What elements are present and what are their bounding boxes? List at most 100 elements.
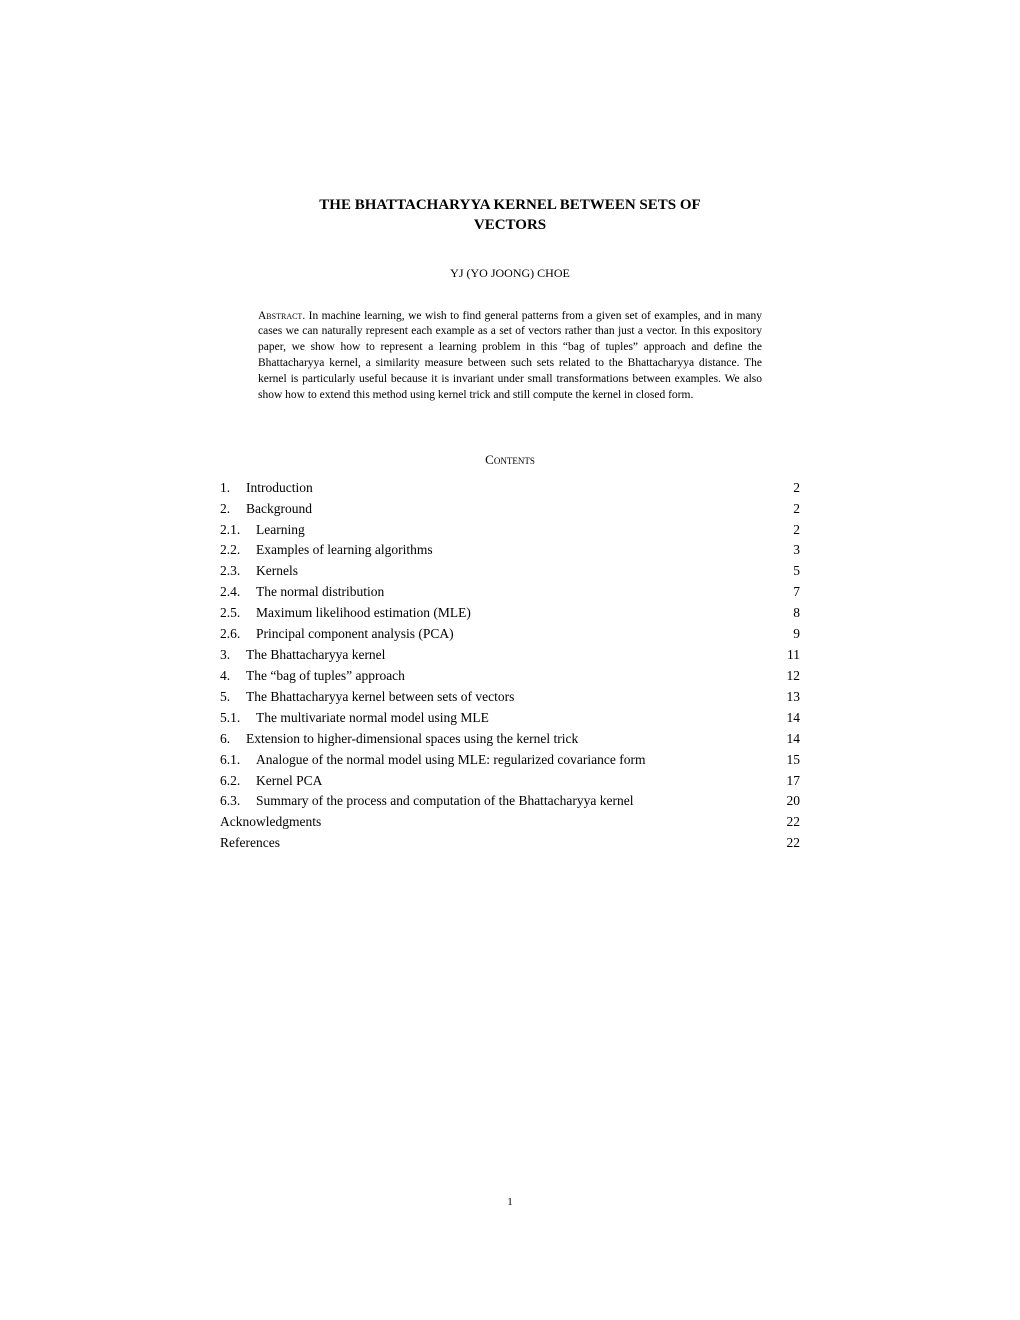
toc-entry-title: Maximum likelihood estimation (MLE) <box>256 603 471 624</box>
author-name: YJ (YO JOONG) CHOE <box>220 266 800 281</box>
toc-entry-left: 2.2.Examples of learning algorithms <box>220 540 433 561</box>
toc-entry-title: The “bag of tuples” approach <box>246 666 405 687</box>
toc-entry-page: 15 <box>779 750 801 771</box>
toc-entry-number: 2.3. <box>220 561 256 582</box>
table-of-contents: 1.Introduction22.Background22.1.Learning… <box>220 478 800 855</box>
toc-entry-number: 6. <box>220 729 246 750</box>
toc-row: 6.2.Kernel PCA 17 <box>220 771 800 792</box>
toc-entry-number: 2.6. <box>220 624 256 645</box>
toc-entry-page: 2 <box>785 499 800 520</box>
toc-entry-title: Examples of learning algorithms <box>256 540 433 561</box>
toc-row: References 22 <box>220 833 800 854</box>
toc-entry-page: 3 <box>785 540 800 561</box>
toc-entry-left: 2.1.Learning <box>220 520 305 541</box>
toc-entry-page: 2 <box>785 520 800 541</box>
page-number: 1 <box>0 1196 1020 1208</box>
toc-row: 6.1.Analogue of the normal model using M… <box>220 750 800 771</box>
toc-row: 3.The Bhattacharyya kernel 11 <box>220 645 800 666</box>
toc-entry-left: 6.3.Summary of the process and computati… <box>220 791 634 812</box>
toc-entry-title: The normal distribution <box>256 582 384 603</box>
toc-entry-title: Kernel PCA <box>256 771 322 792</box>
toc-entry-left: 2.6.Principal component analysis (PCA) <box>220 624 454 645</box>
title-line-1: THE BHATTACHARYYA KERNEL BETWEEN SETS OF <box>220 195 800 215</box>
toc-entry-left: 2.4.The normal distribution <box>220 582 384 603</box>
toc-entry-left: 2.Background <box>220 499 312 520</box>
abstract-body: In machine learning, we wish to find gen… <box>258 310 762 401</box>
toc-entry-left: 3.The Bhattacharyya kernel <box>220 645 385 666</box>
toc-entry-page: 22 <box>779 812 801 833</box>
toc-entry-title: Introduction <box>246 478 313 499</box>
contents-heading: Contents <box>220 452 800 468</box>
toc-entry-number: 2. <box>220 499 246 520</box>
toc-entry-title: The multivariate normal model using MLE <box>256 708 489 729</box>
toc-entry-page: 13 <box>779 687 801 708</box>
toc-row: 5.The Bhattacharyya kernel between sets … <box>220 687 800 708</box>
toc-entry-title: The Bhattacharyya kernel <box>246 645 385 666</box>
toc-entry-page: 12 <box>779 666 801 687</box>
toc-row: Acknowledgments 22 <box>220 812 800 833</box>
toc-entry-left: References <box>220 833 280 854</box>
toc-entry-title: References <box>220 833 280 854</box>
toc-row: 2.3.Kernels 5 <box>220 561 800 582</box>
toc-entry-page: 2 <box>785 478 800 499</box>
toc-entry-left: 5.1.The multivariate normal model using … <box>220 708 489 729</box>
toc-entry-left: 6.2.Kernel PCA <box>220 771 322 792</box>
toc-entry-page: 7 <box>785 582 800 603</box>
toc-row: 2.2.Examples of learning algorithms 3 <box>220 540 800 561</box>
toc-row: 2.4.The normal distribution 7 <box>220 582 800 603</box>
toc-entry-page: 17 <box>779 771 801 792</box>
toc-row: 2.6.Principal component analysis (PCA) 9 <box>220 624 800 645</box>
toc-entry-title: Summary of the process and computation o… <box>256 791 634 812</box>
toc-entry-number: 2.1. <box>220 520 256 541</box>
toc-entry-page: 14 <box>779 708 801 729</box>
toc-row: 6.3.Summary of the process and computati… <box>220 791 800 812</box>
toc-entry-number: 5. <box>220 687 246 708</box>
toc-entry-title: Analogue of the normal model using MLE: … <box>256 750 646 771</box>
toc-entry-page: 14 <box>779 729 801 750</box>
toc-entry-number: 3. <box>220 645 246 666</box>
toc-entry-page: 9 <box>785 624 800 645</box>
toc-entry-page: 8 <box>785 603 800 624</box>
toc-entry-title: Kernels <box>256 561 298 582</box>
toc-row: 4.The “bag of tuples” approach 12 <box>220 666 800 687</box>
abstract-block: Abstract. In machine learning, we wish t… <box>220 309 800 404</box>
paper-page: THE BHATTACHARYYA KERNEL BETWEEN SETS OF… <box>0 0 1020 854</box>
toc-entry-title: Learning <box>256 520 305 541</box>
abstract-paragraph: Abstract. In machine learning, we wish t… <box>258 309 762 404</box>
toc-row: 2.1.Learning 2 <box>220 520 800 541</box>
toc-entry-number: 2.2. <box>220 540 256 561</box>
abstract-label: Abstract. <box>258 310 305 322</box>
title-line-2: VECTORS <box>220 215 800 235</box>
toc-entry-number: 4. <box>220 666 246 687</box>
toc-entry-title: Acknowledgments <box>220 812 321 833</box>
toc-entry-title: Principal component analysis (PCA) <box>256 624 454 645</box>
toc-entry-number: 2.5. <box>220 603 256 624</box>
toc-entry-number: 6.3. <box>220 791 256 812</box>
toc-entry-title: Background <box>246 499 312 520</box>
toc-entry-number: 5.1. <box>220 708 256 729</box>
toc-entry-page: 22 <box>779 833 801 854</box>
paper-title: THE BHATTACHARYYA KERNEL BETWEEN SETS OF… <box>220 195 800 236</box>
toc-entry-number: 6.2. <box>220 771 256 792</box>
toc-row: 6.Extension to higher-dimensional spaces… <box>220 729 800 750</box>
toc-entry-left: 2.5.Maximum likelihood estimation (MLE) <box>220 603 471 624</box>
toc-row: 2.5.Maximum likelihood estimation (MLE) 8 <box>220 603 800 624</box>
toc-entry-left: Acknowledgments <box>220 812 321 833</box>
toc-entry-left: 2.3.Kernels <box>220 561 298 582</box>
toc-entry-page: 5 <box>785 561 800 582</box>
toc-row: 1.Introduction 2 <box>220 478 800 499</box>
toc-entry-left: 5.The Bhattacharyya kernel between sets … <box>220 687 514 708</box>
toc-entry-left: 4.The “bag of tuples” approach <box>220 666 405 687</box>
toc-entry-title: Extension to higher-dimensional spaces u… <box>246 729 578 750</box>
toc-entry-left: 1.Introduction <box>220 478 313 499</box>
toc-entry-number: 2.4. <box>220 582 256 603</box>
toc-entry-page: 20 <box>779 791 801 812</box>
toc-entry-title: The Bhattacharyya kernel between sets of… <box>246 687 514 708</box>
toc-row: 2.Background 2 <box>220 499 800 520</box>
toc-entry-left: 6.1.Analogue of the normal model using M… <box>220 750 646 771</box>
toc-entry-number: 1. <box>220 478 246 499</box>
toc-row: 5.1.The multivariate normal model using … <box>220 708 800 729</box>
toc-entry-page: 11 <box>779 645 800 666</box>
toc-entry-left: 6.Extension to higher-dimensional spaces… <box>220 729 578 750</box>
toc-entry-number: 6.1. <box>220 750 256 771</box>
